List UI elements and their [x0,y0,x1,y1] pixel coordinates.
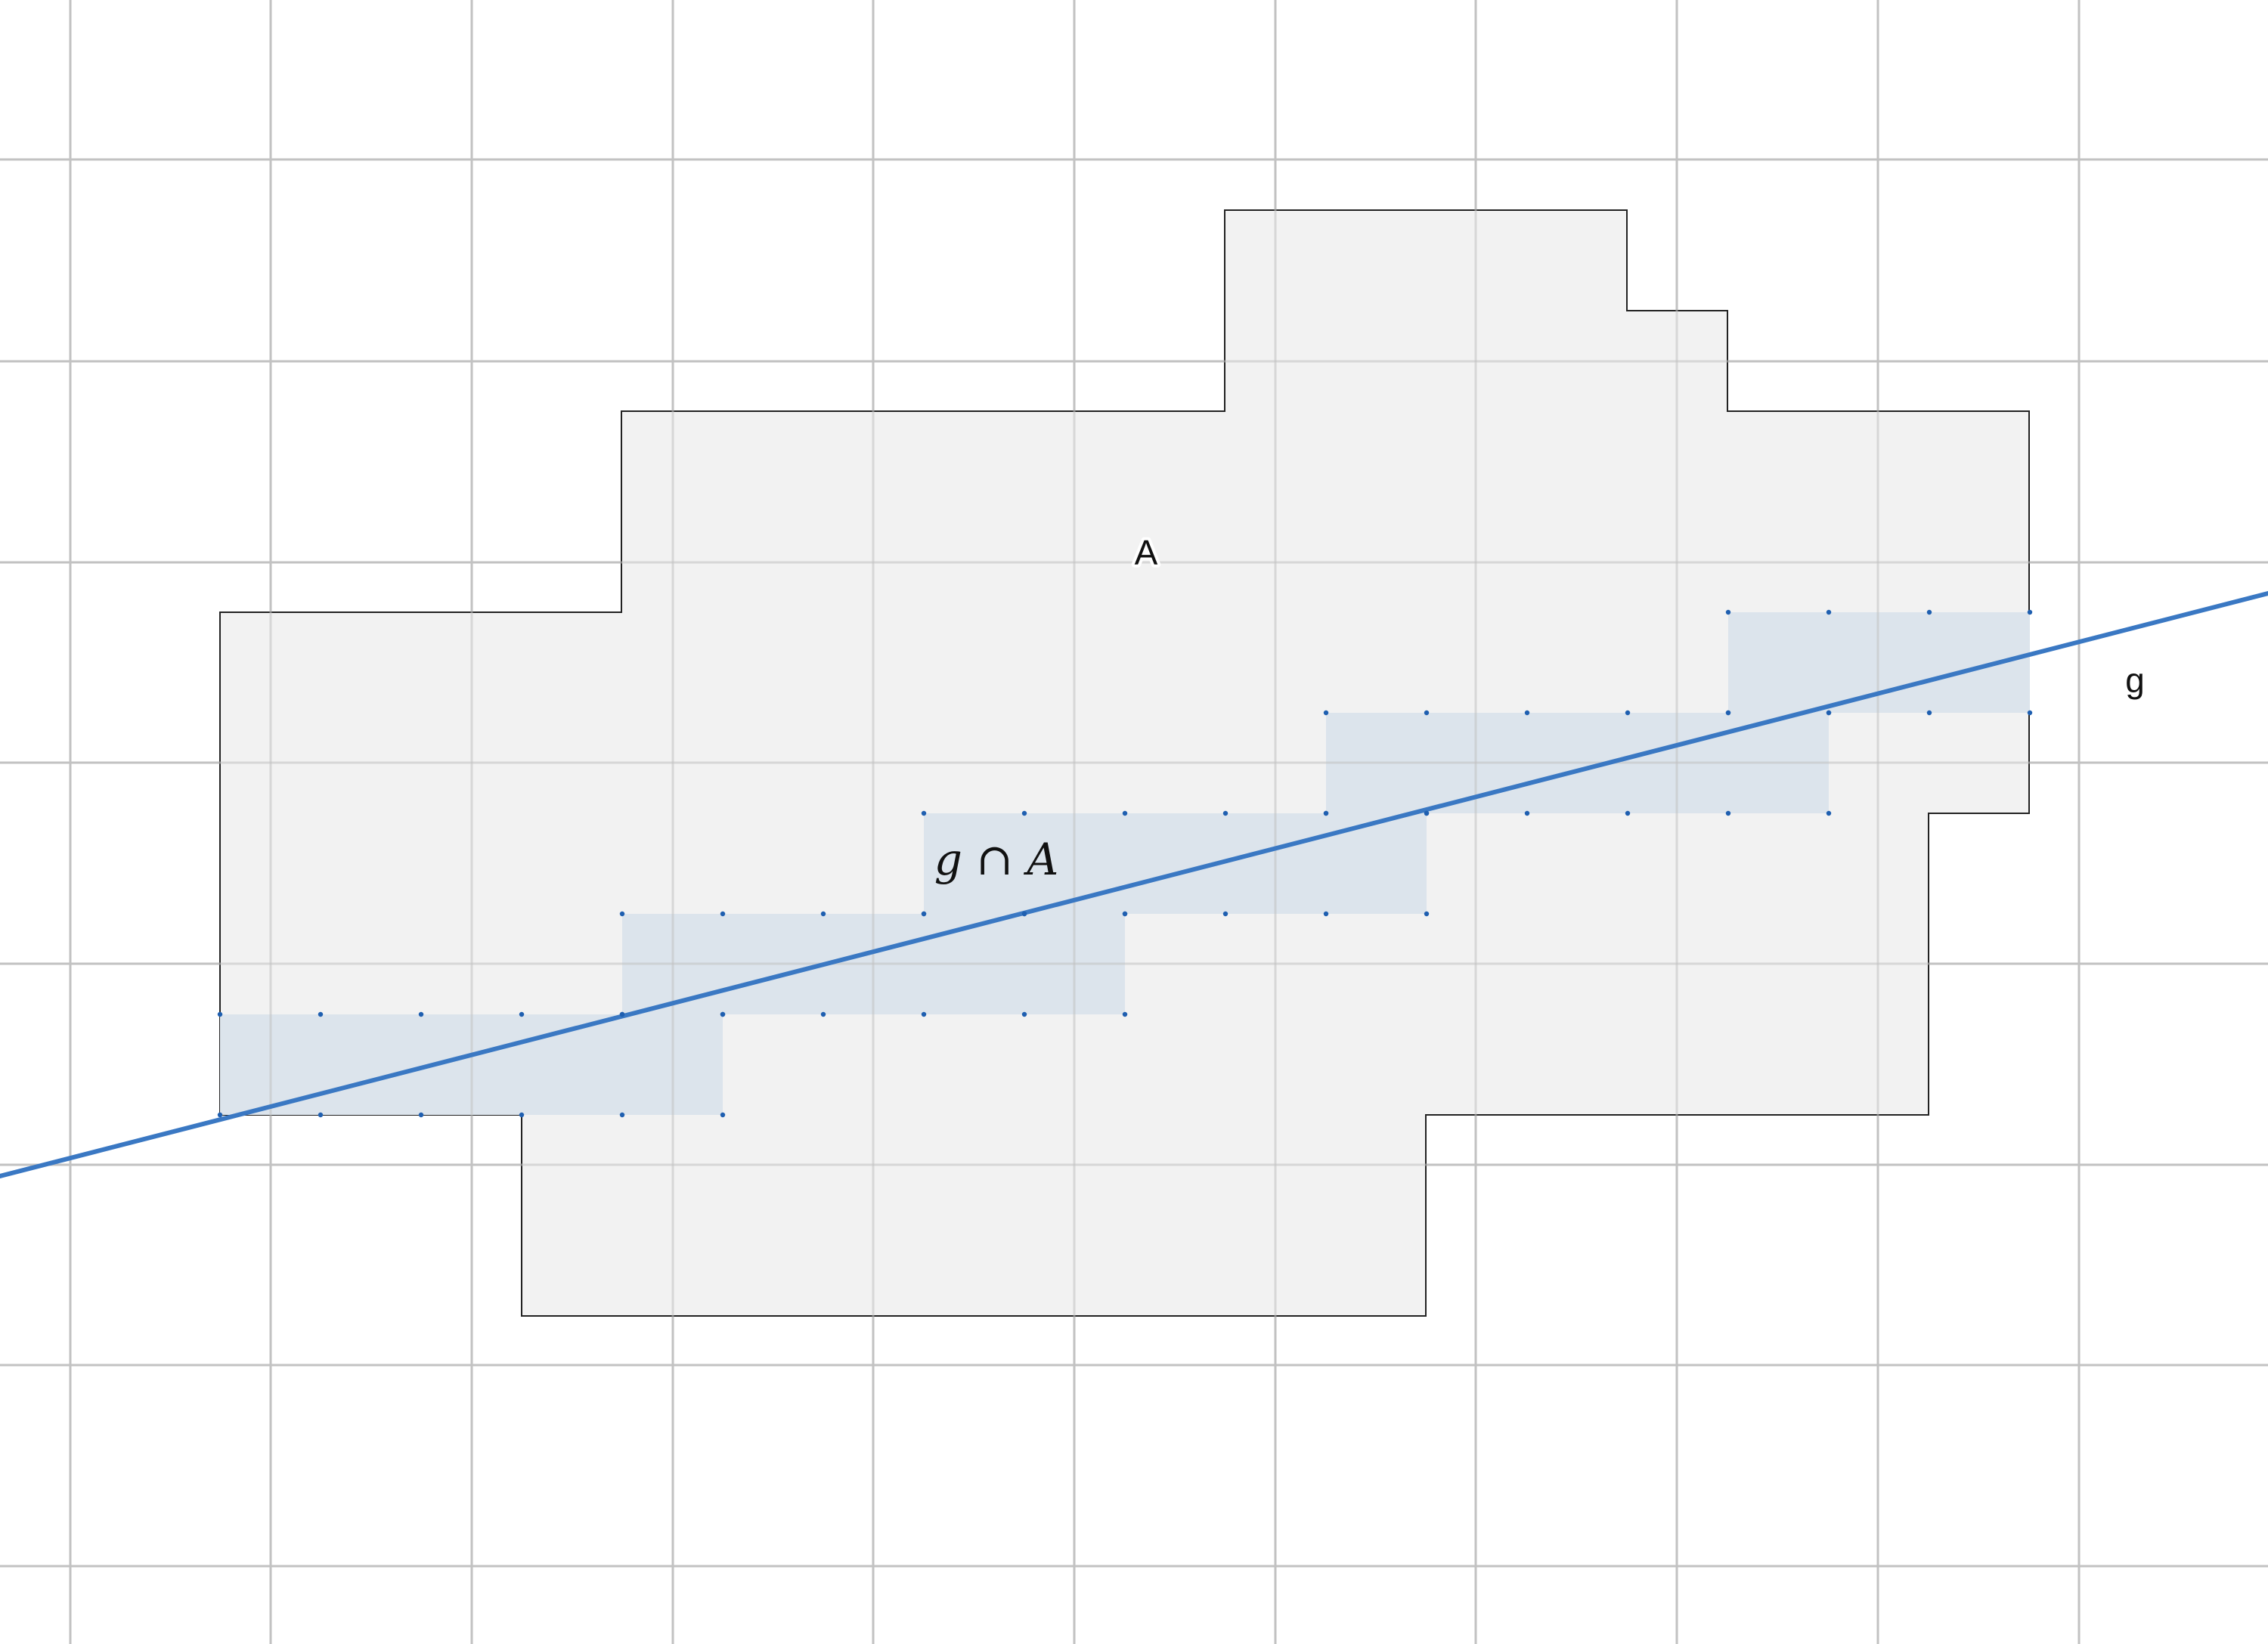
grid-dot [2027,710,2033,716]
grid-dot [1424,911,1430,917]
grid-dot [1222,810,1228,816]
grid-dot [1021,810,1027,816]
grid-dot [1826,710,1832,716]
grid-dot [921,1011,927,1017]
grid-dot [1725,810,1731,816]
grid-dot [720,911,726,917]
grid-dot [1021,911,1027,917]
grid-dot [1826,810,1832,816]
region-a-label: A [1135,533,1158,572]
grid-dot [1926,609,1932,615]
grid-dot [720,1011,726,1017]
grid-dot [619,1011,625,1017]
grid-dot [1021,1011,1027,1017]
grid-dot [418,1011,424,1017]
grid-dot [318,1011,324,1017]
grid-dot [1524,810,1530,816]
grid-dot [418,1112,424,1118]
line-g [0,591,2268,1178]
grid-dot [921,911,927,917]
grid-dot [619,911,625,917]
grid-dot [1524,710,1530,716]
grid-dot [217,1011,223,1017]
grid-dot [1122,810,1128,816]
grid-dot [720,1112,726,1118]
grid-dot [1826,609,1832,615]
grid-dot [1424,710,1430,716]
grid-dot [217,1112,223,1118]
grid-dot [619,1112,625,1118]
grid-dot [1424,810,1430,816]
grid-dot [519,1011,525,1017]
grid-dot [318,1112,324,1118]
line-g-label: g [2125,661,2145,700]
grid-dot [1625,710,1631,716]
grid-dot [1222,911,1228,917]
grid-dot [1725,609,1731,615]
grid-dot [921,810,927,816]
intersection-label: g ∩ A [934,834,1058,885]
grid-dot [2027,609,2033,615]
intersection-dots [217,609,2033,1118]
grid-dot [1725,710,1731,716]
grid-dot [1323,710,1329,716]
grid-dot [1926,710,1932,716]
grid-dot [1323,810,1329,816]
grid-dot [519,1112,525,1118]
grid-dot [820,911,826,917]
grid-dot [820,1011,826,1017]
grid-dot [1122,1011,1128,1017]
grid-dot [1323,911,1329,917]
grid-dot [1122,911,1128,917]
grid-dot [1625,810,1631,816]
